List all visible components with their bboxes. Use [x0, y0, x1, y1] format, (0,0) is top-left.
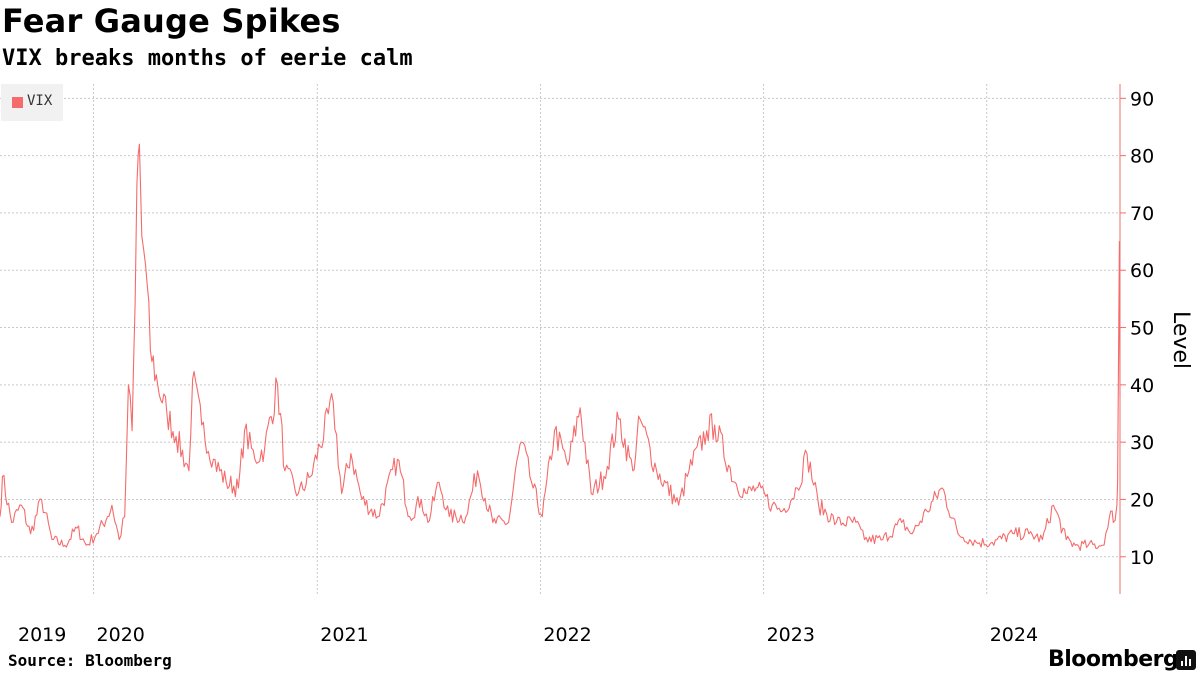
page-title: Fear Gauge Spikes — [2, 2, 341, 40]
x-tick-label: 2023 — [767, 624, 815, 646]
y-tick-label: 70 — [1130, 203, 1154, 225]
y-tick-label: 90 — [1130, 88, 1154, 110]
y-tick-label: 20 — [1130, 489, 1154, 511]
x-tick-labels: 2019 2020 2021 2022 2023 2024 — [18, 624, 1038, 646]
x-tick-label: 2019 — [18, 624, 66, 646]
brand-logo: Bloomberg — [1048, 647, 1179, 672]
legend-swatch-vix — [12, 97, 23, 108]
x-tick-label: 2020 — [97, 624, 145, 646]
y-tick-label: 50 — [1130, 318, 1154, 340]
legend-label-vix: VIX — [27, 93, 53, 109]
legend: VIX — [1, 84, 63, 121]
bloomberg-chart-icon — [1176, 650, 1196, 670]
y-tick-labels: 10 20 30 40 50 60 70 80 90 — [1130, 88, 1154, 568]
y-tick-label: 30 — [1130, 432, 1154, 454]
y-axis-label: Level — [1168, 311, 1193, 369]
series-line-vix — [0, 143, 1121, 552]
series-layer — [0, 143, 1121, 552]
page-subtitle: VIX breaks months of eerie calm — [2, 46, 413, 71]
y-tick-label: 60 — [1130, 260, 1154, 282]
gridlines — [0, 84, 1120, 594]
x-tick-label: 2024 — [990, 624, 1038, 646]
y-tick-label: 40 — [1130, 375, 1154, 397]
y-tick-label: 80 — [1130, 146, 1154, 168]
y-axis — [1119, 84, 1126, 594]
x-tick-label: 2022 — [543, 624, 591, 646]
source-note: Source: Bloomberg — [8, 651, 172, 670]
y-tick-label: 10 — [1130, 547, 1154, 569]
x-tick-label: 2021 — [320, 624, 368, 646]
